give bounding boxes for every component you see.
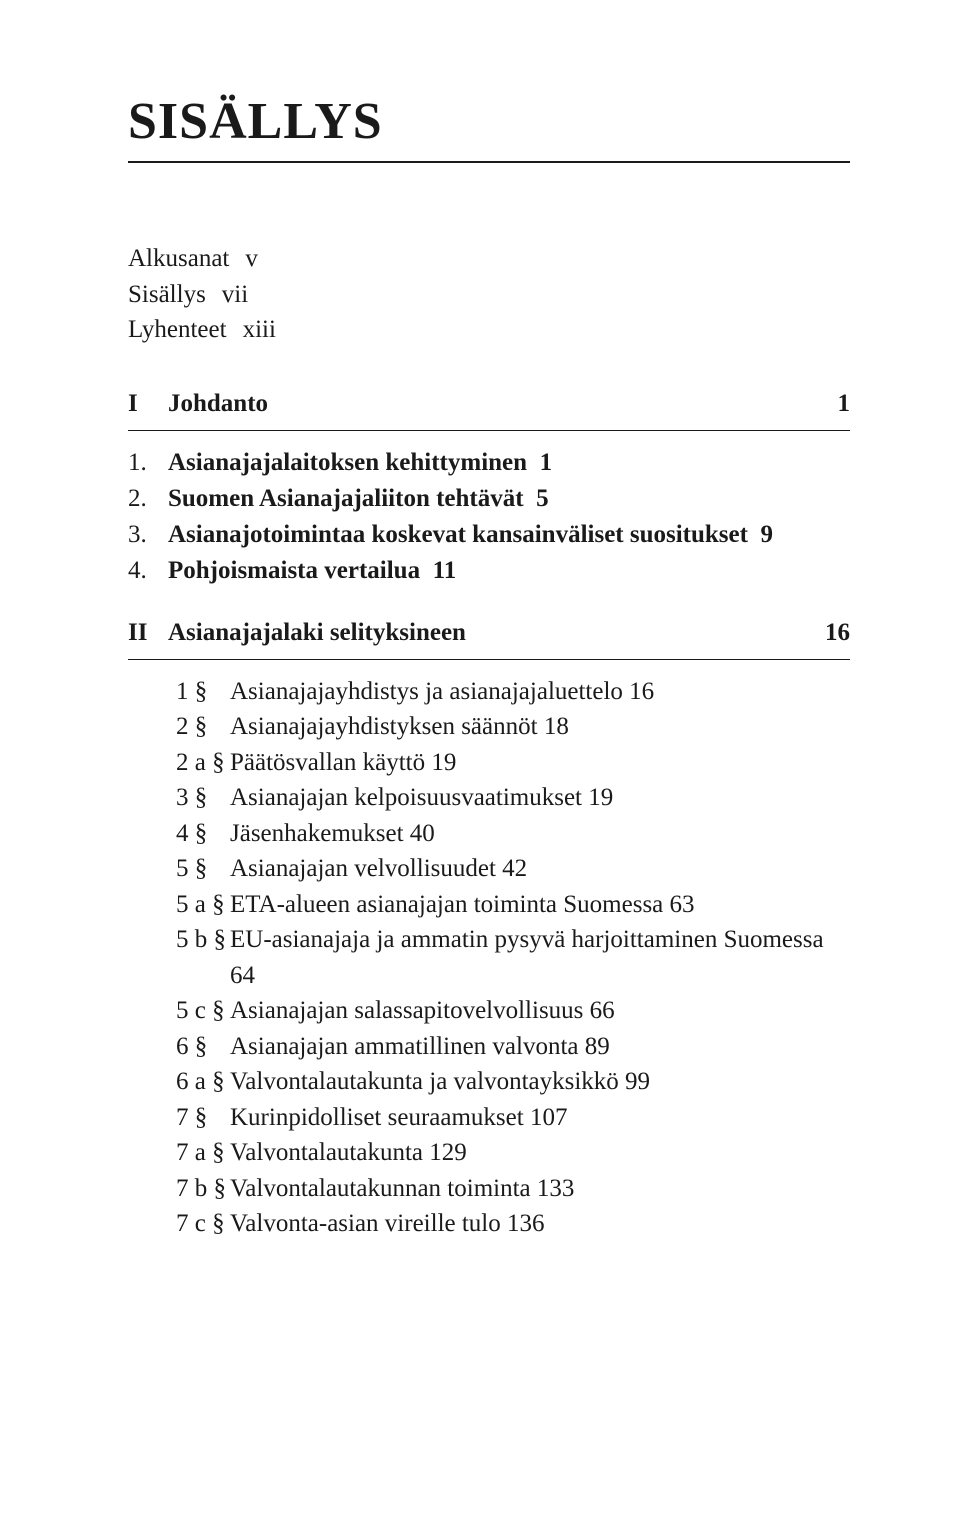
front-matter: Alkusanat v Sisällys vii Lyhenteet xiii — [128, 241, 850, 348]
statute-item: 5 c §Asianajajan salassapitovelvollisuus… — [176, 993, 850, 1029]
statute-text: Päätösvallan käyttö 19 — [230, 745, 850, 781]
statute-text: Valvonta-asian vireille tulo 136 — [230, 1206, 850, 1242]
sub-title: Asianajotoimintaa koskevat kansainvälise… — [168, 521, 748, 548]
statute-text: Asianajajan kelpoisuusvaatimukset 19 — [230, 780, 850, 816]
statute-section: 5 c § — [176, 993, 230, 1029]
chapter-label: Johdanto — [168, 390, 822, 418]
front-item: Alkusanat v — [128, 241, 850, 277]
chapter-rule — [128, 659, 850, 660]
front-label: Lyhenteet — [128, 312, 227, 348]
statute-item: 7 b §Valvontalautakunnan toiminta 133 — [176, 1171, 850, 1207]
page-title: SISÄLLYS — [128, 92, 850, 151]
statute-item: 7 a §Valvontalautakunta 129 — [176, 1135, 850, 1171]
statute-item: 2 §Asianajajayhdistyksen säännöt 18 — [176, 709, 850, 745]
statute-section: 1 § — [176, 674, 230, 710]
chapter-page: 16 — [825, 619, 850, 647]
sub-number: 4. — [128, 553, 168, 589]
statute-section: 4 § — [176, 816, 230, 852]
statute-list: 1 §Asianajajayhdistys ja asianajajaluett… — [176, 674, 850, 1242]
statute-text: Asianajajan ammatillinen valvonta 89 — [230, 1029, 850, 1065]
chapter-block: II Asianajajalaki selityksineen 16 1 §As… — [128, 619, 850, 1242]
statute-item: 4 §Jäsenhakemukset 40 — [176, 816, 850, 852]
statute-item: 5 b §EU-asianajaja ja ammatin pysyvä har… — [176, 922, 850, 993]
chapter-subs: 1. Asianajajalaitoksen kehittyminen 1 2.… — [128, 445, 850, 589]
sub-page: 9 — [760, 521, 773, 548]
sub-item: 1. Asianajajalaitoksen kehittyminen 1 — [128, 445, 850, 481]
chapter-heading: II Asianajajalaki selityksineen 16 — [128, 619, 850, 647]
front-page: v — [245, 241, 258, 277]
sub-page: 5 — [536, 485, 549, 512]
statute-text: ETA-alueen asianajajan toiminta Suomessa… — [230, 887, 850, 923]
sub-number: 1. — [128, 445, 168, 481]
statute-item: 2 a §Päätösvallan käyttö 19 — [176, 745, 850, 781]
statute-text: Kurinpidolliset seuraamukset 107 — [230, 1100, 850, 1136]
statute-text: Valvontalautakunta ja valvontayksikkö 99 — [230, 1064, 850, 1100]
statute-item: 5 §Asianajajan velvollisuudet 42 — [176, 851, 850, 887]
chapter-number: I — [128, 390, 168, 418]
title-rule — [128, 161, 850, 163]
chapter-rule — [128, 430, 850, 431]
chapter-label: Asianajajalaki selityksineen — [168, 619, 809, 647]
statute-section: 6 § — [176, 1029, 230, 1065]
statute-section: 6 a § — [176, 1064, 230, 1100]
statute-section: 7 b § — [176, 1171, 230, 1207]
statute-section: 7 c § — [176, 1206, 230, 1242]
sub-page: 11 — [433, 557, 457, 584]
statute-section: 2 § — [176, 709, 230, 745]
statute-item: 7 §Kurinpidolliset seuraamukset 107 — [176, 1100, 850, 1136]
sub-item: 3. Asianajotoimintaa koskevat kansainväl… — [128, 517, 850, 553]
sub-item: 2. Suomen Asianajajaliiton tehtävät 5 — [128, 481, 850, 517]
statute-item: 6 §Asianajajan ammatillinen valvonta 89 — [176, 1029, 850, 1065]
statute-text: Asianajajan salassapitovelvollisuus 66 — [230, 993, 850, 1029]
statute-item: 3 §Asianajajan kelpoisuusvaatimukset 19 — [176, 780, 850, 816]
statute-item: 1 §Asianajajayhdistys ja asianajajaluett… — [176, 674, 850, 710]
statute-section: 7 a § — [176, 1135, 230, 1171]
statute-item: 7 c §Valvonta-asian vireille tulo 136 — [176, 1206, 850, 1242]
statute-section: 5 b § — [176, 922, 230, 958]
front-item: Sisällys vii — [128, 277, 850, 313]
chapter-heading: I Johdanto 1 — [128, 390, 850, 418]
sub-number: 3. — [128, 517, 168, 553]
statute-text: Valvontalautakunta 129 — [230, 1135, 850, 1171]
statute-text: Jäsenhakemukset 40 — [230, 816, 850, 852]
statute-text: Asianajajayhdistys ja asianajajaluettelo… — [230, 674, 850, 710]
statute-section: 5 a § — [176, 887, 230, 923]
statute-text: Asianajajan velvollisuudet 42 — [230, 851, 850, 887]
sub-title: Asianajajalaitoksen kehittyminen — [168, 449, 527, 476]
chapter-number: II — [128, 619, 168, 647]
sub-title: Suomen Asianajajaliiton tehtävät — [168, 485, 524, 512]
front-label: Alkusanat — [128, 241, 229, 277]
statute-text: Asianajajayhdistyksen säännöt 18 — [230, 709, 850, 745]
sub-page: 1 — [540, 449, 553, 476]
front-page: vii — [222, 277, 248, 313]
sub-title: Pohjoismaista vertailua — [168, 557, 420, 584]
sub-item: 4. Pohjoismaista vertailua 11 — [128, 553, 850, 589]
chapter-page: 1 — [838, 390, 851, 418]
statute-section: 3 § — [176, 780, 230, 816]
front-label: Sisällys — [128, 277, 206, 313]
statute-section: 7 § — [176, 1100, 230, 1136]
front-item: Lyhenteet xiii — [128, 312, 850, 348]
statute-text: Valvontalautakunnan toiminta 133 — [230, 1171, 850, 1207]
front-page: xiii — [243, 312, 276, 348]
statute-section: 5 § — [176, 851, 230, 887]
statute-item: 5 a §ETA-alueen asianajajan toiminta Suo… — [176, 887, 850, 923]
statute-text: EU-asianajaja ja ammatin pysyvä harjoitt… — [230, 922, 850, 993]
statute-item: 6 a §Valvontalautakunta ja valvontayksik… — [176, 1064, 850, 1100]
statute-section: 2 a § — [176, 745, 230, 781]
chapter-block: I Johdanto 1 1. Asianajajalaitoksen kehi… — [128, 390, 850, 589]
sub-number: 2. — [128, 481, 168, 517]
